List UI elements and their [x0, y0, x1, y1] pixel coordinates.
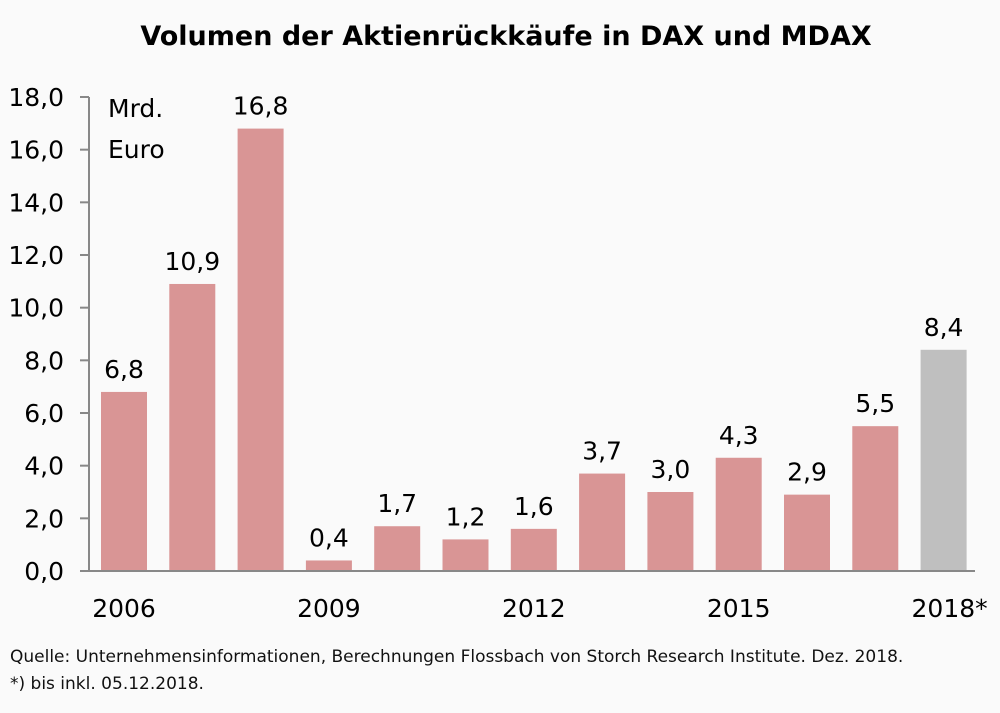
data-label-2008: 16,8	[233, 92, 289, 121]
x-tick-2018*: 2018*	[912, 594, 988, 623]
bar-2017	[852, 426, 899, 571]
bar-2018*	[920, 349, 967, 571]
data-label-2018*: 8,4	[924, 313, 964, 342]
y-tick-4,0: 4,0	[24, 452, 64, 481]
bar-2009	[305, 560, 352, 571]
data-label-2011: 1,2	[446, 502, 486, 531]
y-tick-2,0: 2,0	[24, 504, 64, 533]
bar-2016	[784, 494, 830, 571]
chart-title: Volumen der Aktienrückkäufe in DAX und M…	[140, 21, 872, 52]
bar-2012	[510, 528, 557, 571]
data-label-2007: 10,9	[164, 247, 220, 276]
data-label-2016: 2,9	[787, 458, 827, 487]
asterisk-note: *) bis inkl. 05.12.2018.	[10, 674, 204, 694]
bar-2014	[647, 492, 694, 571]
y-tick-16,0: 16,0	[8, 136, 64, 165]
y-tick-18,0: 18,0	[8, 83, 64, 112]
bar-2010	[374, 526, 421, 571]
x-tick-2015: 2015	[707, 594, 771, 623]
bar-chart: Volumen der Aktienrückkäufe in DAX und M…	[8, 21, 988, 623]
bar-2013	[579, 473, 626, 571]
unit-label-line1: Mrd.	[108, 94, 163, 123]
data-label-2009: 0,4	[309, 523, 349, 552]
bar-2007	[169, 283, 216, 571]
x-tick-2012: 2012	[502, 594, 566, 623]
y-tick-12,0: 12,0	[8, 241, 64, 270]
bar-2006	[101, 391, 147, 571]
data-label-2017: 5,5	[855, 389, 895, 418]
data-label-2012: 1,6	[514, 492, 554, 521]
bar-2008	[237, 128, 284, 571]
data-label-2014: 3,0	[651, 455, 691, 484]
y-tick-8,0: 8,0	[24, 346, 64, 375]
data-label-2015: 4,3	[719, 421, 759, 450]
data-label-2006: 6,8	[104, 355, 144, 384]
y-tick-0,0: 0,0	[24, 557, 64, 586]
bar-2011	[442, 539, 489, 571]
y-tick-14,0: 14,0	[8, 188, 64, 217]
x-tick-2006: 2006	[92, 594, 156, 623]
source-note: Quelle: Unternehmensinformationen, Berec…	[10, 647, 904, 667]
unit-label-line2: Euro	[108, 135, 165, 164]
bar-2015	[715, 457, 762, 571]
data-label-2013: 3,7	[582, 437, 622, 466]
data-label-2010: 1,7	[377, 489, 417, 518]
x-tick-2009: 2009	[297, 594, 361, 623]
y-tick-6,0: 6,0	[24, 399, 64, 428]
y-tick-10,0: 10,0	[8, 294, 64, 323]
